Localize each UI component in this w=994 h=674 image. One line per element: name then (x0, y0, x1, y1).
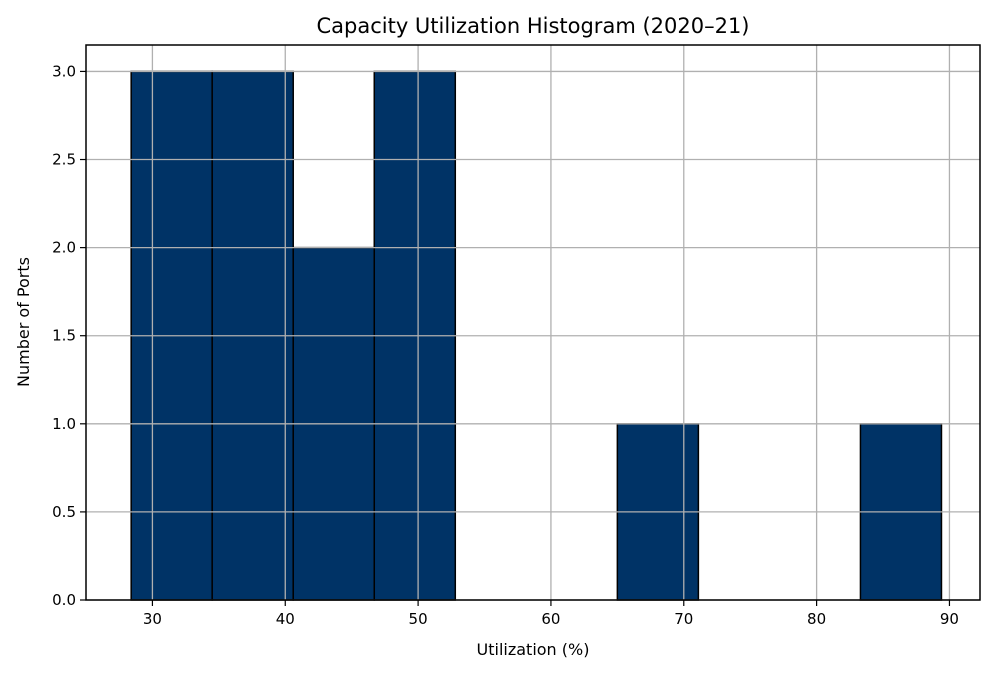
y-tick-label: 0.5 (52, 503, 76, 521)
x-axis-label: Utilization (%) (477, 640, 590, 659)
y-tick-label: 1.5 (52, 327, 76, 345)
plot-frame (85, 44, 981, 601)
x-tick-label: 30 (143, 610, 162, 628)
x-tick-label: 90 (940, 610, 959, 628)
ticks: 30 40 50 60 70 80 90 0.0 0.5 1.0 1.5 2.0 2.5 3.0 (52, 62, 959, 628)
x-tick-label: 60 (541, 610, 560, 628)
x-tick-label: 80 (807, 610, 826, 628)
x-tick-label: 40 (276, 610, 295, 628)
y-tick-label: 1.0 (52, 415, 76, 433)
x-tick-label: 70 (674, 610, 693, 628)
y-tick-label: 2.5 (52, 151, 76, 169)
y-axis-label: Number of Ports (14, 257, 33, 387)
y-tick-label: 0.0 (52, 591, 76, 609)
chart-title: Capacity Utilization Histogram (2020–21) (316, 14, 749, 38)
x-tick-label: 50 (409, 610, 428, 628)
y-tick-label: 2.0 (52, 239, 76, 257)
y-tick-label: 3.0 (52, 62, 76, 80)
